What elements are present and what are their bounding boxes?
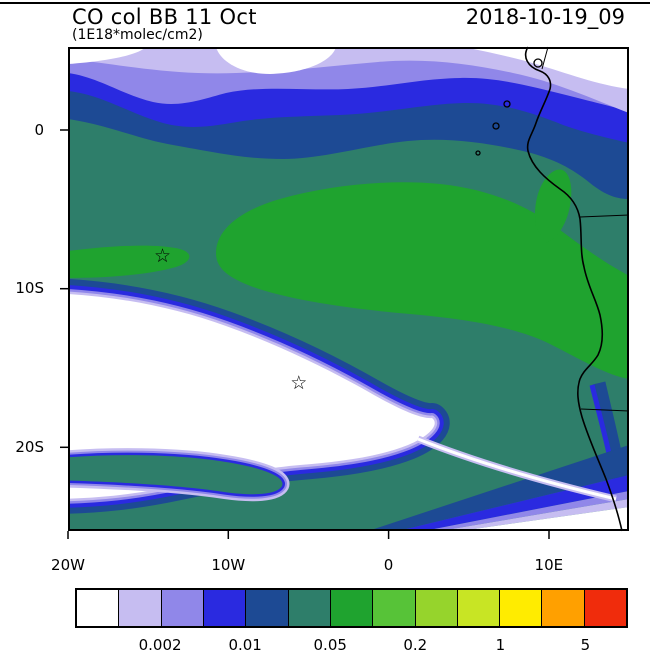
top-border-line <box>0 2 650 4</box>
colorbar-label: 0.01 <box>228 636 262 654</box>
map-canvas <box>60 46 630 539</box>
coastline <box>524 46 623 532</box>
plot-timestamp: 2018-10-19_09 <box>465 5 625 29</box>
contour-field <box>68 47 629 531</box>
colorbar-cell <box>415 590 458 626</box>
colorbar-cell <box>542 590 585 626</box>
colorbar-cell <box>161 590 204 626</box>
colorbar-cell <box>330 590 374 626</box>
plot-title: CO col BB 11 Oct <box>72 5 257 29</box>
islands <box>475 58 543 156</box>
colorbar-cell <box>203 590 247 626</box>
colorbar-cell <box>119 590 162 626</box>
colorbar-label: 0.002 <box>138 636 182 654</box>
y-tick-label: 20S <box>15 437 44 456</box>
axis-ticks <box>60 129 550 539</box>
y-tick-label: 10S <box>15 279 44 298</box>
colorbar-label: 5 <box>580 636 591 654</box>
colorbar-label: 0.05 <box>313 636 347 654</box>
colorbar-labels: 0.002 0.01 0.05 0.2 1 5 <box>75 636 628 658</box>
x-tick-label: 20W <box>51 556 85 574</box>
plot-units: (1E18*molec/cm2) <box>72 27 203 43</box>
x-tick-label: 10W <box>211 556 246 574</box>
colorbar-cell <box>500 590 543 626</box>
colorbar-cell <box>373 590 416 626</box>
colorbar-cell <box>288 590 331 626</box>
country-borders <box>541 46 630 412</box>
map-frame <box>68 47 629 531</box>
colorbar-cell <box>584 590 627 626</box>
x-tick-label: 0 <box>383 556 394 574</box>
x-tick-label: 10E <box>534 556 564 574</box>
colorbar-label: 0.2 <box>403 636 428 654</box>
colorbar-cell <box>77 590 120 626</box>
colorbar <box>75 588 628 628</box>
y-tick-label: 0 <box>34 120 44 139</box>
colorbar-cell <box>246 590 289 626</box>
colorbar-label: 1 <box>495 636 506 654</box>
colorbar-cell <box>457 590 501 626</box>
